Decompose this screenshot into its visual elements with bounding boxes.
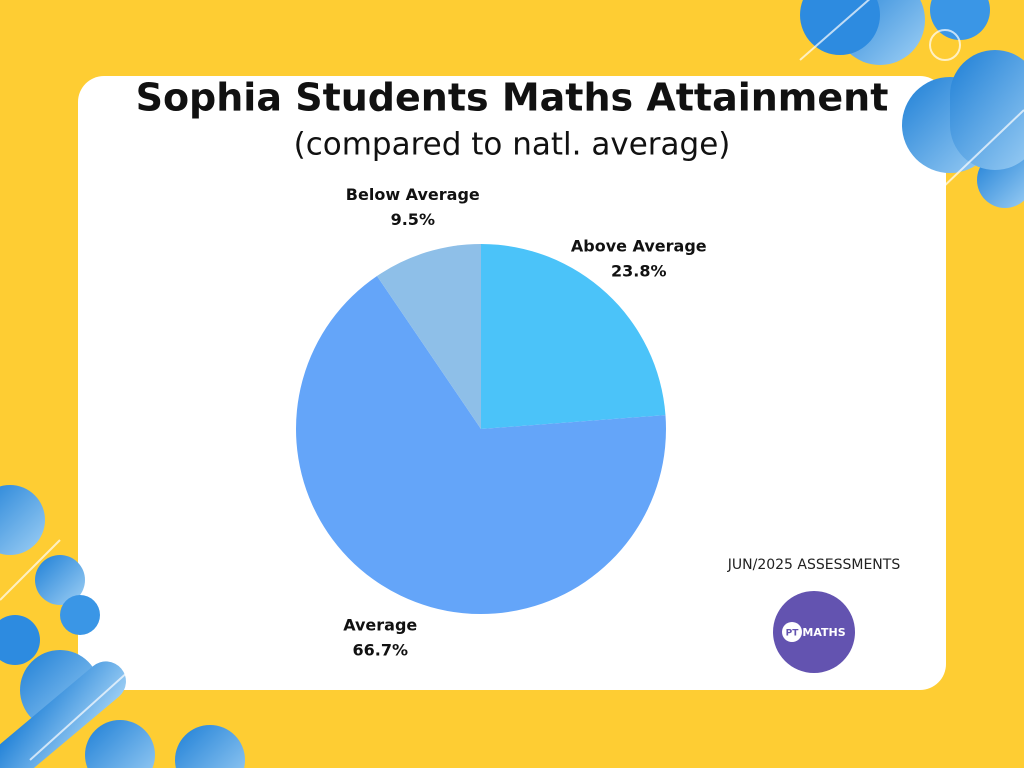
- chart-title: Sophia Students Maths Attainment: [136, 76, 889, 120]
- chart-subtitle: (compared to natl. average): [294, 127, 731, 163]
- slice-label: Below Average: [346, 185, 480, 204]
- logo-text: MATHS: [802, 626, 845, 639]
- slice-label: Average: [343, 615, 417, 634]
- value-label: 66.7%: [352, 640, 408, 659]
- pie-slice: [296, 275, 667, 614]
- value-label: 23.8%: [611, 261, 667, 280]
- pie-slice: [377, 244, 481, 429]
- slice-label: Above Average: [571, 236, 707, 255]
- logo-dot: [782, 622, 802, 642]
- logo-mark: PT: [786, 629, 800, 639]
- note: JUN/2025 ASSESSMENTS: [727, 557, 901, 573]
- logo-badge: [773, 591, 855, 673]
- decoration-top-right: [799, 0, 1024, 208]
- decoration-bottom-left: [0, 485, 245, 768]
- logo: PT MATHS: [773, 591, 855, 673]
- value-label: 9.5%: [391, 210, 435, 229]
- pie: Above Average 23.8% Average 66.7% Below Aver…: [296, 185, 707, 659]
- pie-slice: [481, 244, 666, 429]
